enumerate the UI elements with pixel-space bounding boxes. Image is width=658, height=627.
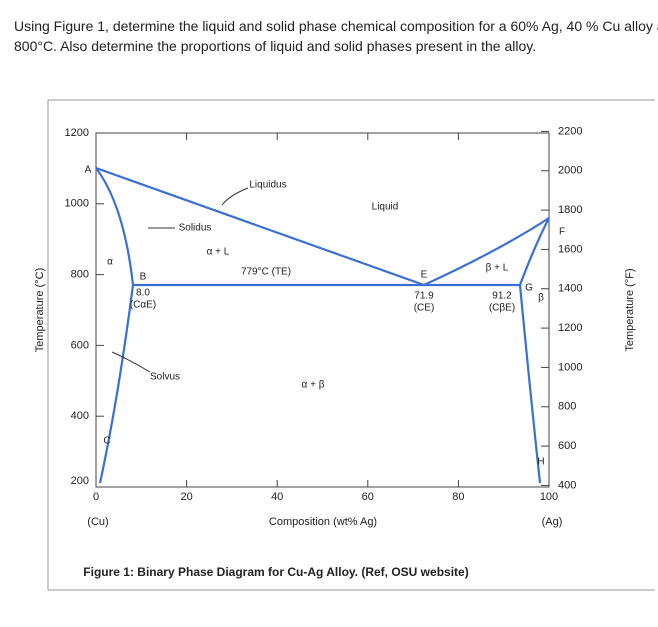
annotation: α + β	[302, 380, 325, 391]
y-tick-label: 600	[71, 339, 89, 351]
annotation: 71.9	[414, 291, 434, 302]
y2-tick-label: 600	[558, 440, 576, 452]
liquidus-right	[423, 217, 550, 286]
annotation: Solvus	[150, 372, 180, 383]
y2-tick-label: 400	[558, 479, 576, 491]
y-tick-label: 200	[71, 475, 89, 487]
y2-tick-label: 1800	[558, 204, 582, 216]
annotation: 8.0	[136, 288, 150, 299]
y-tick-label: 1200	[65, 127, 89, 139]
annotation: Solidus	[179, 223, 212, 234]
annotation: G	[525, 283, 533, 294]
annotation: (CαE)	[130, 300, 156, 311]
y-tick-label: 1000	[65, 198, 89, 210]
annotation: (CβE)	[489, 303, 515, 314]
y-tick-label: 800	[71, 269, 89, 281]
x-tick-label: 80	[452, 491, 464, 503]
annotation: β	[538, 293, 544, 304]
y2-axis-label: Temperature (°F)	[624, 268, 636, 351]
y2-tick-label: 1000	[558, 361, 582, 373]
annotation: A	[85, 165, 92, 176]
y-tick-label: 400	[71, 410, 89, 422]
x-end-label: (Ag)	[542, 516, 563, 528]
annotation: C	[103, 436, 110, 447]
annotation: (CE)	[414, 303, 435, 314]
plot-frame	[95, 132, 550, 488]
solvus-left	[98, 284, 135, 484]
y2-tick-label: 1200	[558, 322, 582, 334]
x-tick-label: 60	[362, 491, 374, 503]
question: Using Figure 1, determine the liquid and…	[14, 16, 658, 56]
x-tick-label: 40	[271, 491, 283, 503]
annotation: α	[107, 257, 113, 268]
x-end-label: (Cu)	[87, 516, 108, 528]
caption: Figure 1: Binary Phase Diagram for Cu-Ag…	[83, 565, 468, 579]
x-tick-label: 0	[93, 491, 99, 503]
y2-tick-label: 2000	[558, 165, 582, 177]
liquidus-left	[95, 166, 425, 287]
annotation: Liquid	[372, 202, 399, 213]
annotation: F	[559, 227, 565, 238]
annotation: 91.2	[492, 291, 512, 302]
y-axis-label: Temperature (°C)	[34, 268, 46, 352]
y2-tick-label: 2200	[558, 125, 582, 137]
y2-tick-label: 800	[558, 401, 576, 413]
question-line: 800°C. Also determine the proportions of…	[14, 38, 537, 54]
x-tick-label: 100	[540, 491, 558, 503]
x-tick-label: 20	[180, 491, 192, 503]
y2-tick-label: 1600	[558, 243, 582, 255]
solvus-right	[518, 284, 542, 484]
figure-frame	[47, 99, 655, 590]
annotation: Liquidus	[249, 180, 286, 191]
x-axis-label: Composition (wt% Ag)	[269, 516, 377, 528]
annotation: 779°C (TE)	[241, 267, 291, 278]
annotation: B	[140, 272, 147, 283]
solidus-left	[95, 167, 135, 286]
annotation: E	[421, 270, 428, 281]
annotation: α + L	[207, 247, 230, 258]
arrow	[111, 187, 249, 373]
annotation: β + L	[486, 263, 509, 274]
y2-tick-label: 1400	[558, 283, 582, 295]
solidus-right	[518, 217, 550, 286]
annotation: H	[537, 457, 544, 468]
question-line: Using Figure 1, determine the liquid and…	[14, 18, 658, 34]
